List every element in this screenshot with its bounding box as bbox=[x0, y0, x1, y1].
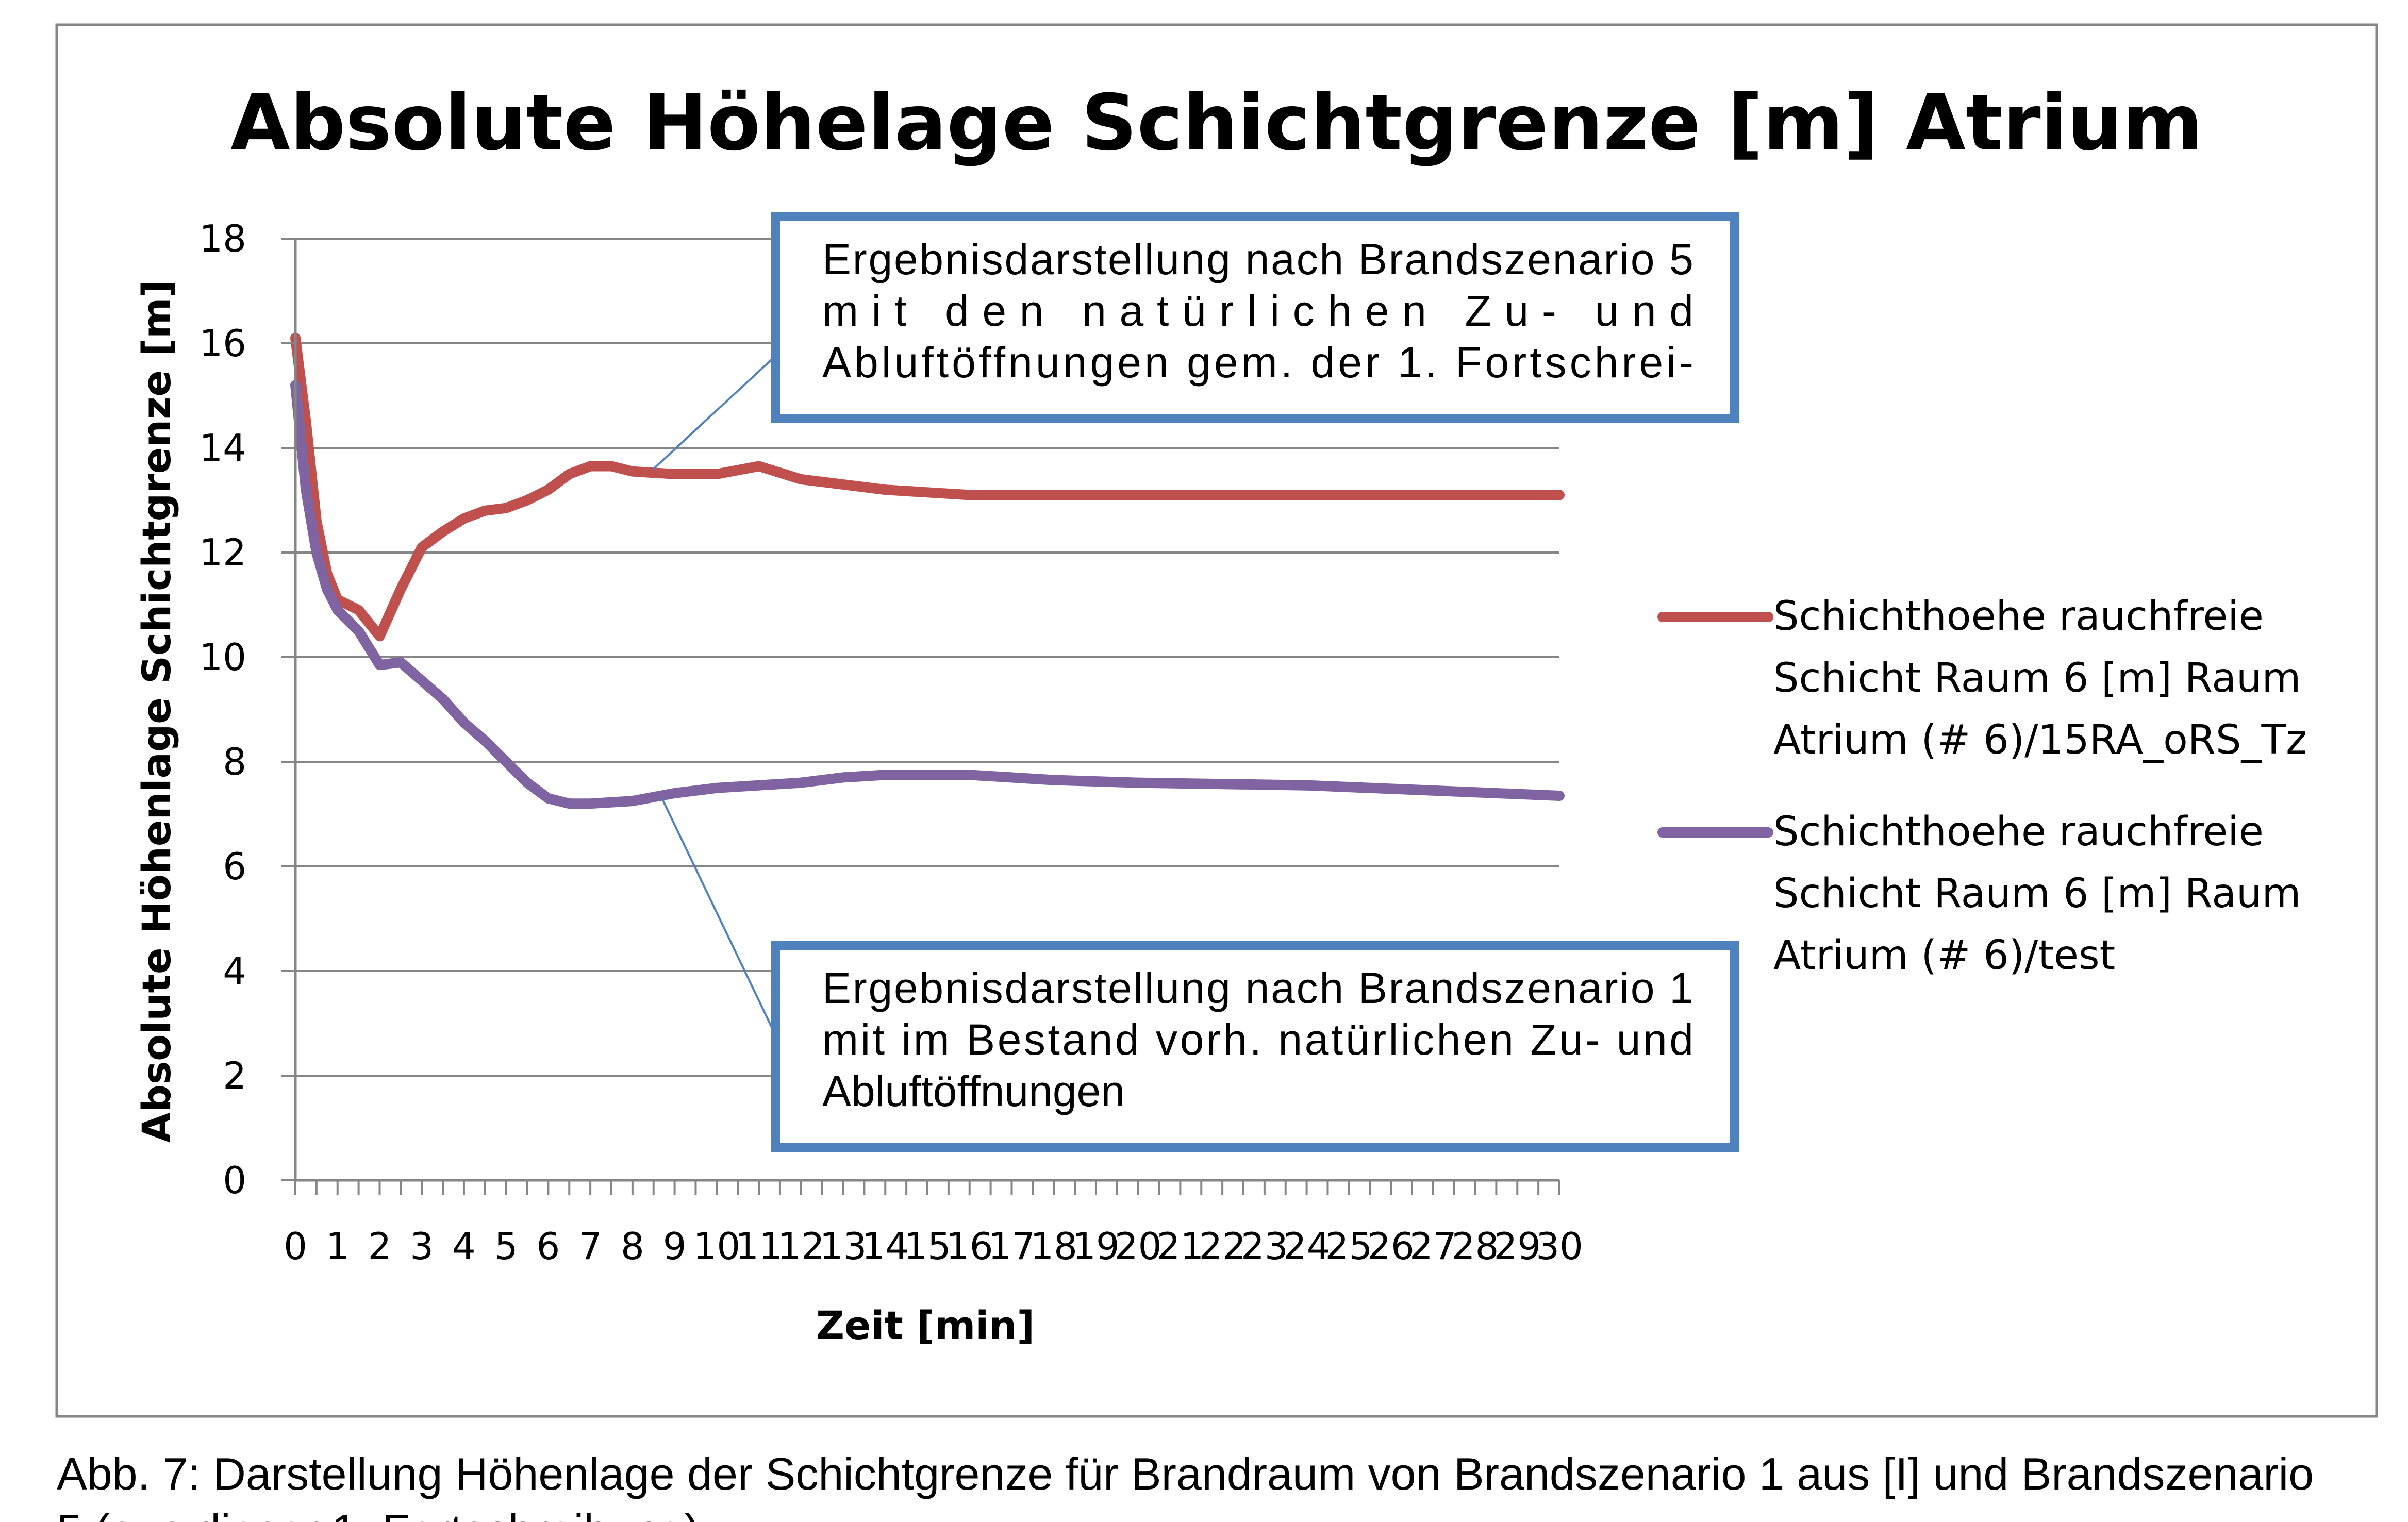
caption-line-1: Abb. 7: Darstellung Höhenlage der Schich… bbox=[57, 1448, 2314, 1499]
legend-label-1-line-3: Atrium (# 6)/15RA_oRS_Tz bbox=[1773, 717, 2307, 763]
y-tick-label-6: 6 bbox=[223, 845, 246, 888]
x-axis-title: Zeit [min] bbox=[816, 1302, 1035, 1348]
x-tick-label-4: 4 bbox=[452, 1225, 476, 1268]
x-tick-label-14: 14 bbox=[861, 1225, 909, 1268]
x-tick-label-19: 19 bbox=[1072, 1225, 1120, 1268]
legend-label-2-line-3: Atrium (# 6)/test bbox=[1773, 932, 2115, 979]
y-tick-label-12: 12 bbox=[199, 531, 246, 574]
x-tick-label-16: 16 bbox=[946, 1225, 993, 1268]
x-tick-label-12: 12 bbox=[777, 1225, 825, 1268]
legend: Schichthoehe rauchfreie Schicht Raum 6 [m… bbox=[1657, 593, 2307, 979]
x-tick-label-27: 27 bbox=[1409, 1225, 1457, 1268]
chart-title: Absolute Höhelage Schichtgrenze [m] Atri… bbox=[230, 78, 2203, 168]
series-line-1 bbox=[290, 332, 1565, 642]
x-tick-label-25: 25 bbox=[1325, 1225, 1373, 1268]
x-tick-label-15: 15 bbox=[904, 1225, 951, 1268]
x-tick-label-29: 29 bbox=[1493, 1225, 1541, 1268]
annotation-scenario-1-line-2: mit im Bestand vorh. natürlichen Zu- und bbox=[822, 1015, 1693, 1064]
annotation-scenario-1-leader bbox=[661, 798, 777, 1036]
x-tick-label-22: 22 bbox=[1199, 1225, 1246, 1268]
legend-label-2-line-2: Schicht Raum 6 [m] Raum bbox=[1773, 871, 2301, 917]
annotation-scenario-1-box bbox=[771, 941, 1739, 1152]
x-tick-label-5: 5 bbox=[494, 1225, 518, 1268]
x-tick-label-6: 6 bbox=[536, 1225, 560, 1268]
legend-label-1-line-1: Schichthoehe rauchfreie bbox=[1773, 593, 2264, 640]
annotation-scenario-1-line-3: Abluftöffnungen bbox=[822, 1067, 1125, 1115]
annotation-scenario-1-line-1: Ergebnisdarstellung nach Brandszenario 1 bbox=[822, 964, 1693, 1012]
y-tick-label-16: 16 bbox=[199, 322, 246, 365]
legend-label-2-line-1: Schichthoehe rauchfreie bbox=[1773, 809, 2264, 855]
x-tick-label-8: 8 bbox=[621, 1225, 644, 1268]
x-tick-label-7: 7 bbox=[578, 1225, 602, 1268]
x-tick-label-17: 17 bbox=[988, 1225, 1036, 1268]
annotation-scenario-5-leader bbox=[653, 355, 777, 470]
annotation-scenario-5-line-3: Abluftöffnungen gem. der 1. Fortschrei- bbox=[822, 338, 1693, 387]
x-tick-label-24: 24 bbox=[1283, 1225, 1331, 1268]
annotation-leaders bbox=[653, 355, 777, 1036]
annotation-scenario-5-line-1: Ergebnisdarstellung nach Brandszenario 5 bbox=[822, 235, 1693, 283]
y-axis-title: Absolute Höhenlage Schichtgrenze [m] bbox=[134, 280, 179, 1143]
x-tick-label-28: 28 bbox=[1452, 1225, 1499, 1268]
x-tick-label-2: 2 bbox=[368, 1225, 392, 1268]
x-tick-label-3: 3 bbox=[410, 1225, 434, 1268]
series-lines bbox=[290, 332, 1565, 809]
x-tick-label-30: 30 bbox=[1536, 1225, 1583, 1268]
y-tick-label-10: 10 bbox=[199, 635, 246, 679]
y-tick-label-2: 2 bbox=[223, 1054, 246, 1097]
x-tick-label-20: 20 bbox=[1115, 1225, 1162, 1268]
x-tick-label-13: 13 bbox=[820, 1225, 867, 1268]
y-tick-label-8: 8 bbox=[223, 740, 246, 783]
y-tick-label-4: 4 bbox=[223, 949, 246, 993]
series-line-2 bbox=[290, 380, 1565, 809]
y-tick-label-0: 0 bbox=[223, 1159, 246, 1202]
legend-label-1-line-2: Schicht Raum 6 [m] Raum bbox=[1773, 655, 2301, 701]
x-tick-label-23: 23 bbox=[1241, 1225, 1288, 1268]
x-tick-label-26: 26 bbox=[1367, 1225, 1415, 1268]
annotation-scenario-5-box bbox=[771, 212, 1739, 423]
x-tick-label-1: 1 bbox=[326, 1225, 350, 1268]
x-tick-label-18: 18 bbox=[1030, 1225, 1077, 1268]
figure-caption: Abb. 7: Darstellung Höhenlage der Schich… bbox=[57, 1446, 2377, 1522]
caption-line-2: 5 (aus dieser 1. Fortschreibung) bbox=[57, 1502, 2377, 1522]
annotations: Ergebnisdarstellung nach Brandszenario 5… bbox=[771, 212, 1739, 1152]
y-tick-label-18: 18 bbox=[199, 217, 246, 260]
x-tick-label-10: 10 bbox=[693, 1225, 741, 1268]
y-tick-label-14: 14 bbox=[199, 426, 246, 470]
x-tick-label-9: 9 bbox=[663, 1225, 687, 1268]
x-tick-label-0: 0 bbox=[284, 1225, 307, 1268]
x-tick-label-11: 11 bbox=[735, 1225, 783, 1268]
x-tick-label-21: 21 bbox=[1157, 1225, 1204, 1268]
